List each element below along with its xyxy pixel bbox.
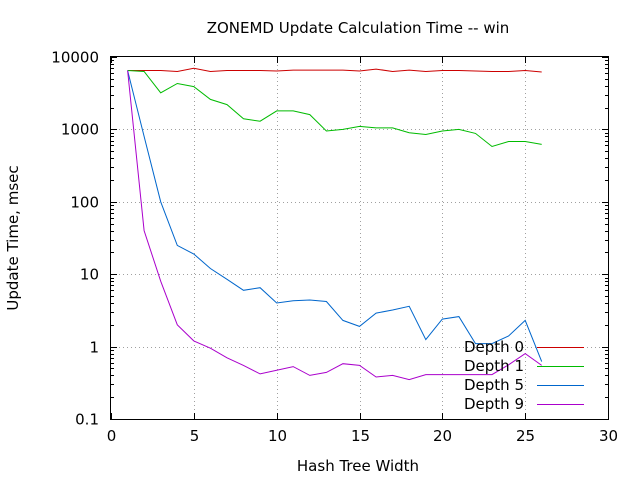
series-line-depth-9 bbox=[127, 70, 542, 381]
series-line-depth-1 bbox=[127, 70, 542, 148]
x-tick-label: 0 bbox=[107, 427, 117, 445]
plot-frame bbox=[110, 56, 609, 420]
legend-label-depth-9: Depth 9 bbox=[464, 395, 524, 413]
series-lines bbox=[127, 67, 543, 381]
x-axis-label: Hash Tree Width bbox=[297, 457, 419, 475]
x-tick-label: 10 bbox=[268, 427, 287, 445]
y-tick-label: 1000 bbox=[61, 121, 99, 139]
x-tick-label: 5 bbox=[190, 427, 200, 445]
x-tick-label: 25 bbox=[516, 427, 535, 445]
y-tick-label: 0.1 bbox=[75, 411, 99, 429]
x-tick-label: 30 bbox=[599, 427, 618, 445]
chart-title: ZONEMD Update Calculation Time -- win bbox=[207, 19, 510, 37]
axis-ticks: 0 5 10 15 20 25 30 0.1 1 10 100 1000 10000 bbox=[51, 49, 618, 446]
grid bbox=[111, 57, 608, 419]
legend-label-depth-5: Depth 5 bbox=[464, 376, 524, 394]
y-tick-label: 1 bbox=[89, 339, 99, 357]
series-line-depth-0 bbox=[127, 67, 542, 73]
legend-label-depth-0: Depth 0 bbox=[464, 338, 524, 356]
y-tick-label: 10000 bbox=[51, 49, 99, 67]
legend-label-depth-1: Depth 1 bbox=[464, 357, 524, 375]
y-tick-label: 10 bbox=[80, 266, 99, 284]
y-axis-label: Update Time, msec bbox=[4, 165, 22, 310]
y-tick-label: 100 bbox=[70, 194, 99, 212]
series-line-depth-5 bbox=[127, 70, 543, 362]
x-tick-label: 20 bbox=[433, 427, 452, 445]
x-tick-label: 15 bbox=[351, 427, 370, 445]
